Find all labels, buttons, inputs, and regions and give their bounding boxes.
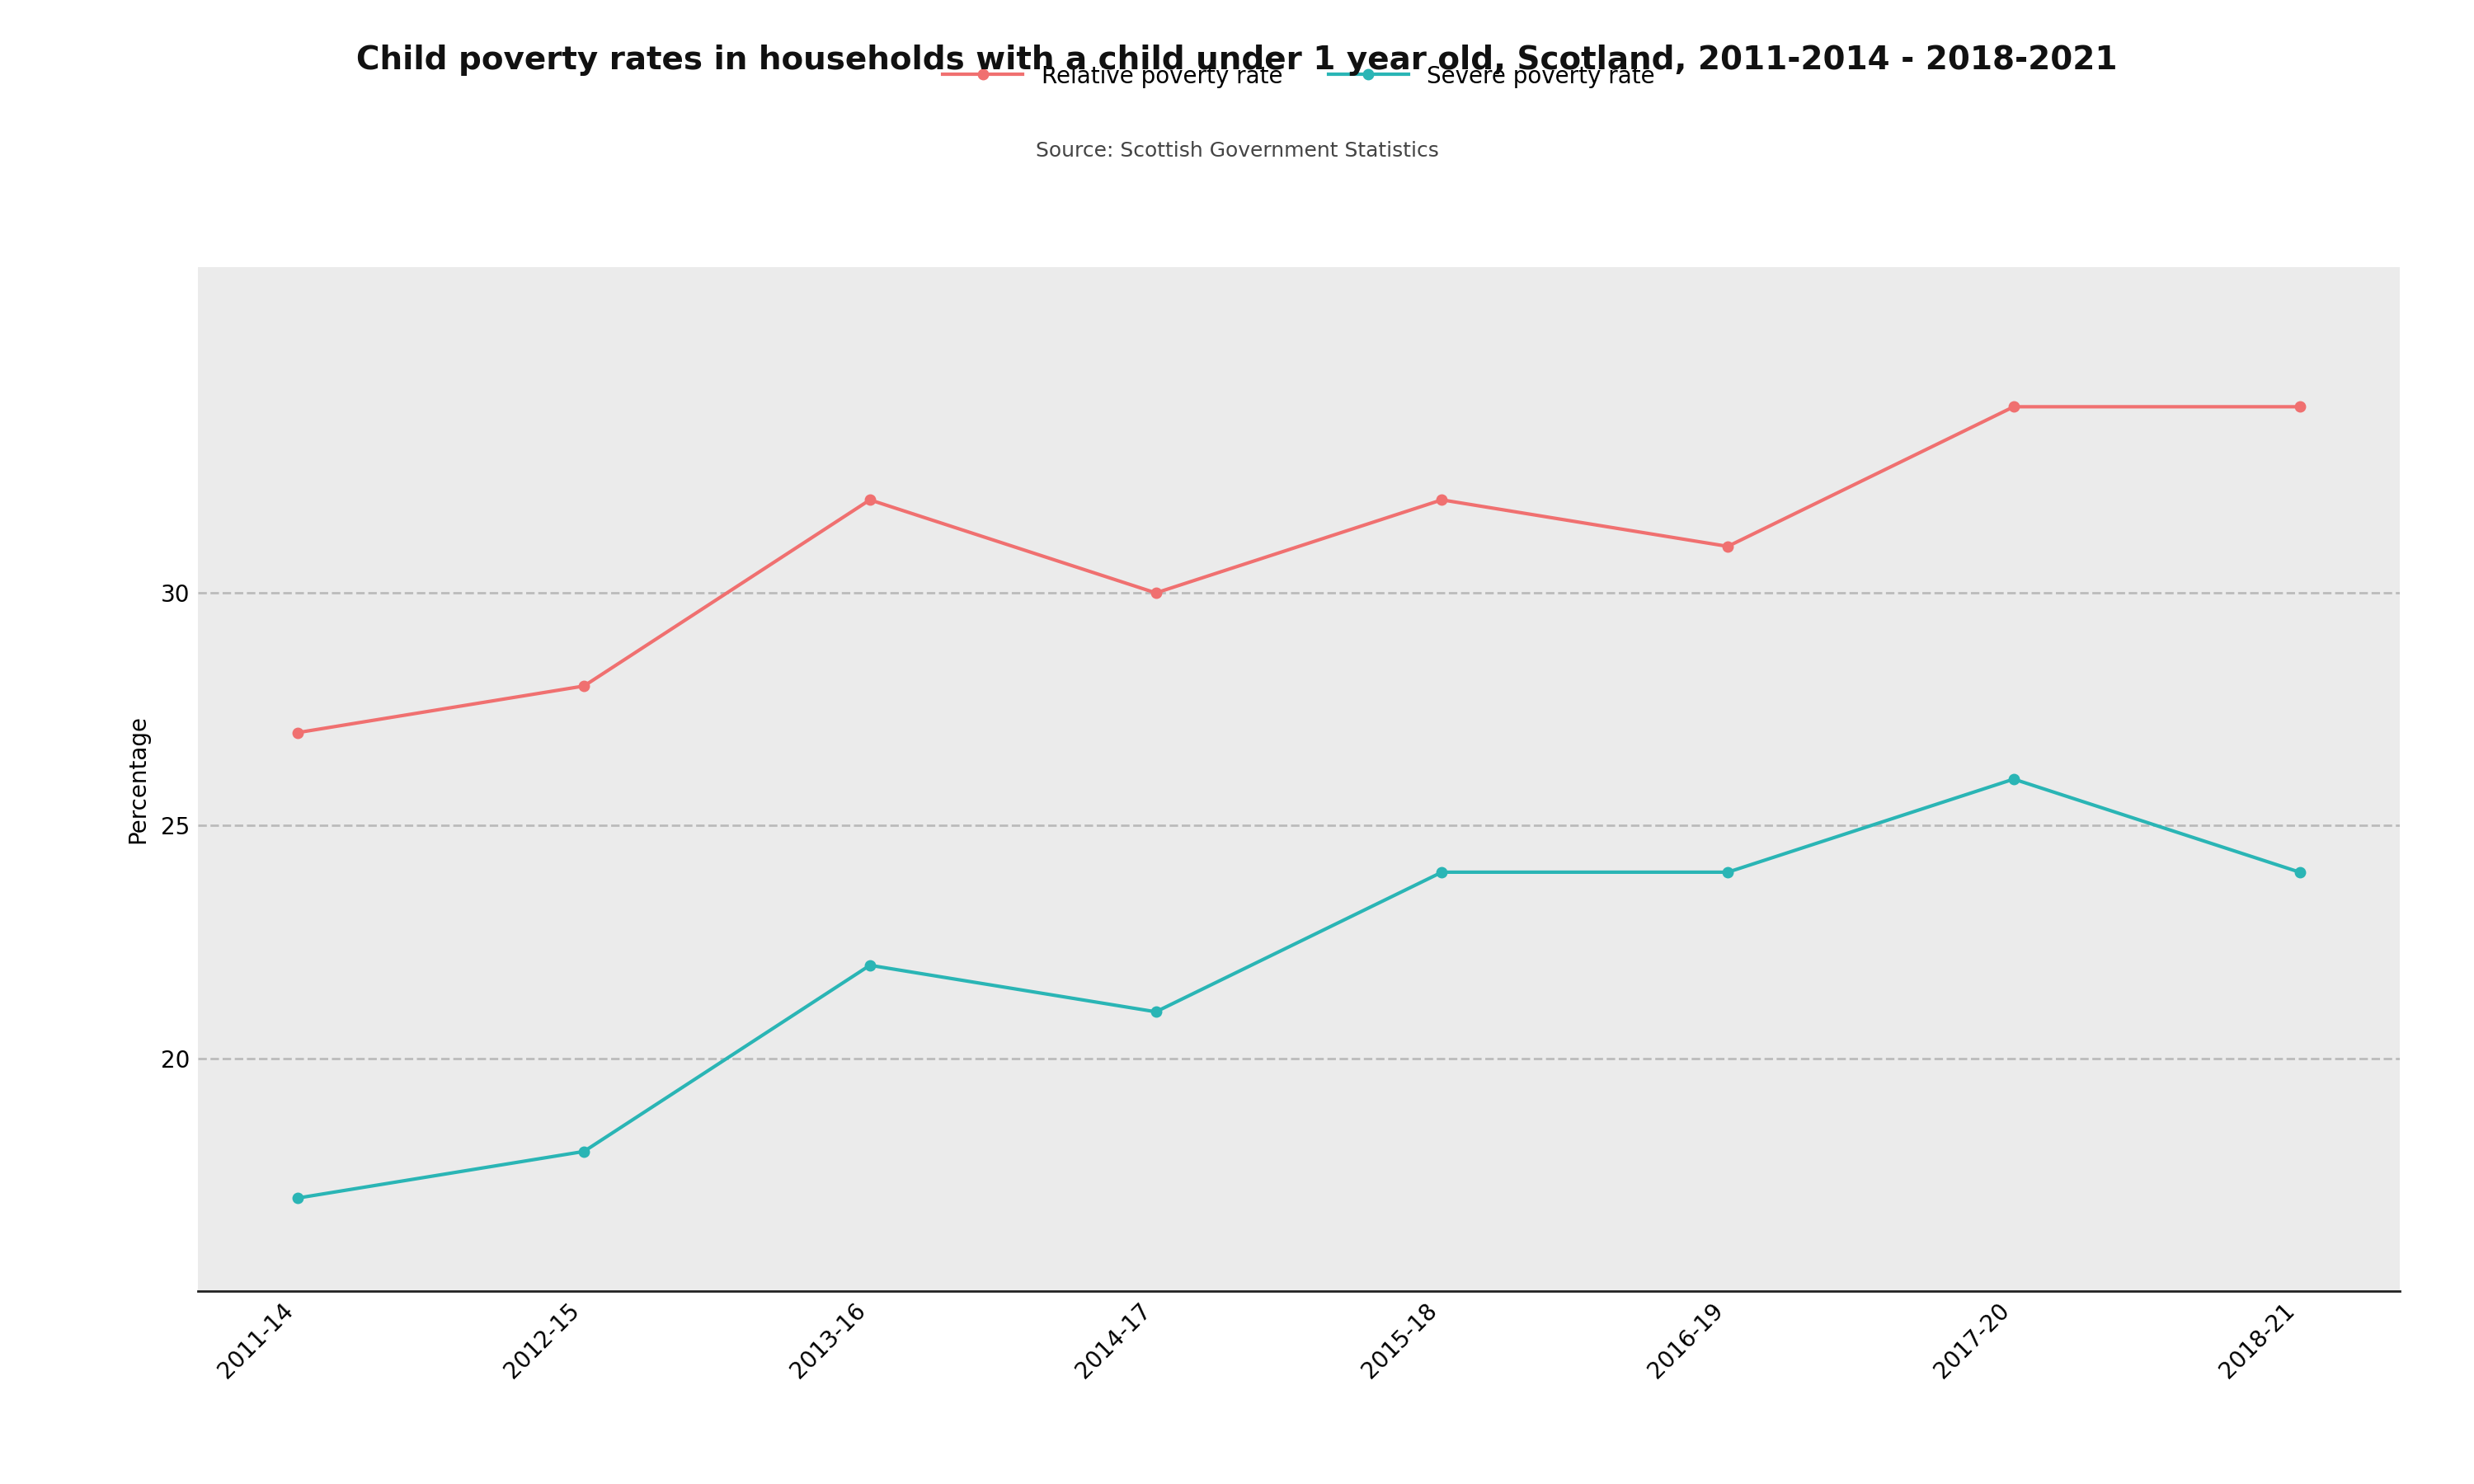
Text: Source: Scottish Government Statistics: Source: Scottish Government Statistics: [1037, 141, 1437, 160]
Severe poverty rate: [2286, 864, 2316, 881]
Relative poverty rate: [2286, 398, 2316, 416]
Severe poverty rate: [1712, 864, 1742, 881]
Relative poverty rate: [569, 677, 599, 695]
Severe poverty rate: [569, 1143, 599, 1160]
Severe poverty rate: [282, 1189, 312, 1206]
Relative poverty rate: [1427, 491, 1457, 509]
Severe poverty rate: [1427, 864, 1457, 881]
Severe poverty rate: [1999, 770, 2029, 788]
Relative poverty rate: [1712, 537, 1742, 555]
Line: Severe poverty rate: Severe poverty rate: [292, 775, 2306, 1204]
Relative poverty rate: [1999, 398, 2029, 416]
Severe poverty rate: [1141, 1003, 1170, 1021]
Relative poverty rate: [856, 491, 886, 509]
Severe poverty rate: [856, 956, 886, 974]
Text: Child poverty rates in households with a child under 1 year old, Scotland, 2011-: Child poverty rates in households with a…: [356, 45, 2118, 76]
Relative poverty rate: [282, 724, 312, 742]
Legend: Relative poverty rate, Severe poverty rate: Relative poverty rate, Severe poverty ra…: [930, 53, 1667, 99]
Relative poverty rate: [1141, 585, 1170, 603]
Y-axis label: Percentage: Percentage: [126, 715, 148, 843]
Line: Relative poverty rate: Relative poverty rate: [292, 402, 2306, 738]
